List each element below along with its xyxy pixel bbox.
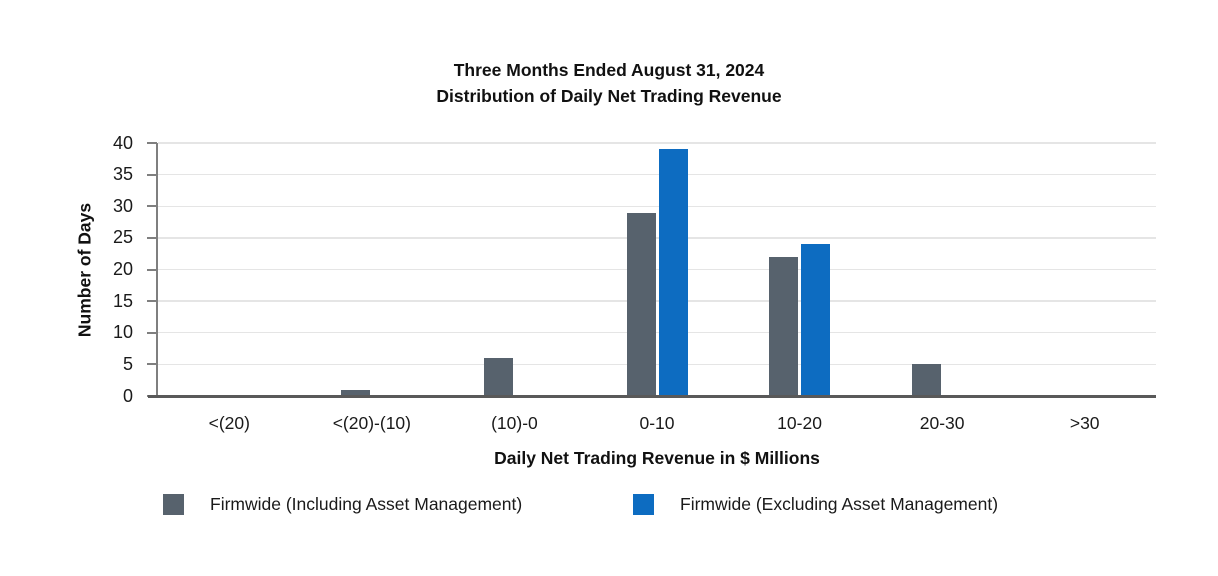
bar-including-am-1: [341, 389, 371, 396]
x-tick-label-3: 0-10: [639, 413, 675, 433]
gridline-y40: [158, 142, 1156, 144]
x-tick-label-6: >30: [1069, 413, 1100, 433]
chart-title-line1: Three Months Ended August 31, 2024: [453, 60, 765, 80]
x-tick-label-1: <(20)-(10): [332, 413, 411, 433]
legend-item-including-am: Firmwide (Including Asset Management): [163, 492, 522, 516]
x-tick-label-2: (10)-0: [491, 413, 538, 433]
legend-label-including-am: Firmwide (Including Asset Management): [210, 493, 523, 514]
y-tick-label-25: 25: [112, 227, 133, 248]
x-axis-baseline: [148, 394, 1156, 398]
legend-swatch-gray: [163, 493, 184, 515]
bar-including-am-4: [769, 256, 799, 396]
gridline-y10: [158, 332, 1156, 334]
bar-including-am-2: [483, 358, 513, 396]
legend-item-excluding-am: Firmwide (Excluding Asset Management): [633, 492, 998, 516]
y-tick-label-5: 5: [122, 353, 133, 374]
y-tick-10: [147, 331, 157, 334]
y-tick-label-10: 10: [112, 322, 133, 343]
chart-title-line2: Distribution of Daily Net Trading Revenu…: [436, 86, 782, 106]
y-tick-30: [147, 205, 157, 208]
gridline-y25: [158, 237, 1156, 239]
bar-including-am-5: [911, 364, 941, 396]
chart-title: Three Months Ended August 31, 2024 Distr…: [0, 57, 1218, 109]
x-tick-label-4: 10-20: [777, 413, 822, 433]
bar-excluding-am-4: [801, 244, 831, 396]
gridline-y5: [158, 363, 1156, 366]
bar-excluding-am-3: [658, 149, 688, 396]
y-tick-label-20: 20: [112, 259, 133, 279]
y-tick-15: [147, 300, 157, 303]
legend-swatch-blue: [633, 493, 654, 515]
x-axis-title: Daily Net Trading Revenue in $ Millions: [494, 448, 820, 468]
legend-label-excluding-am: Firmwide (Excluding Asset Management): [680, 493, 999, 514]
gridline-y30: [158, 205, 1156, 207]
gridline-y35: [158, 173, 1156, 176]
y-tick-label-40: 40: [112, 132, 133, 153]
x-tick-label-5: 20-30: [919, 413, 965, 433]
y-tick-label-15: 15: [112, 290, 133, 311]
y-axis-line: [156, 143, 158, 396]
y-tick-label-30: 30: [112, 195, 133, 216]
plot-area: [158, 143, 1156, 396]
y-tick-25: [147, 236, 157, 239]
x-tick-label-0: <(20): [208, 413, 250, 433]
y-tick-40: [147, 142, 157, 144]
bar-including-am-3: [626, 212, 656, 396]
gridline-y20: [158, 268, 1156, 271]
y-tick-label-35: 35: [112, 164, 133, 185]
y-tick-label-0: 0: [122, 385, 133, 406]
y-tick-35: [147, 173, 157, 176]
gridline-y15: [158, 300, 1156, 302]
y-tick-5: [147, 363, 157, 366]
y-tick-20: [147, 268, 157, 271]
